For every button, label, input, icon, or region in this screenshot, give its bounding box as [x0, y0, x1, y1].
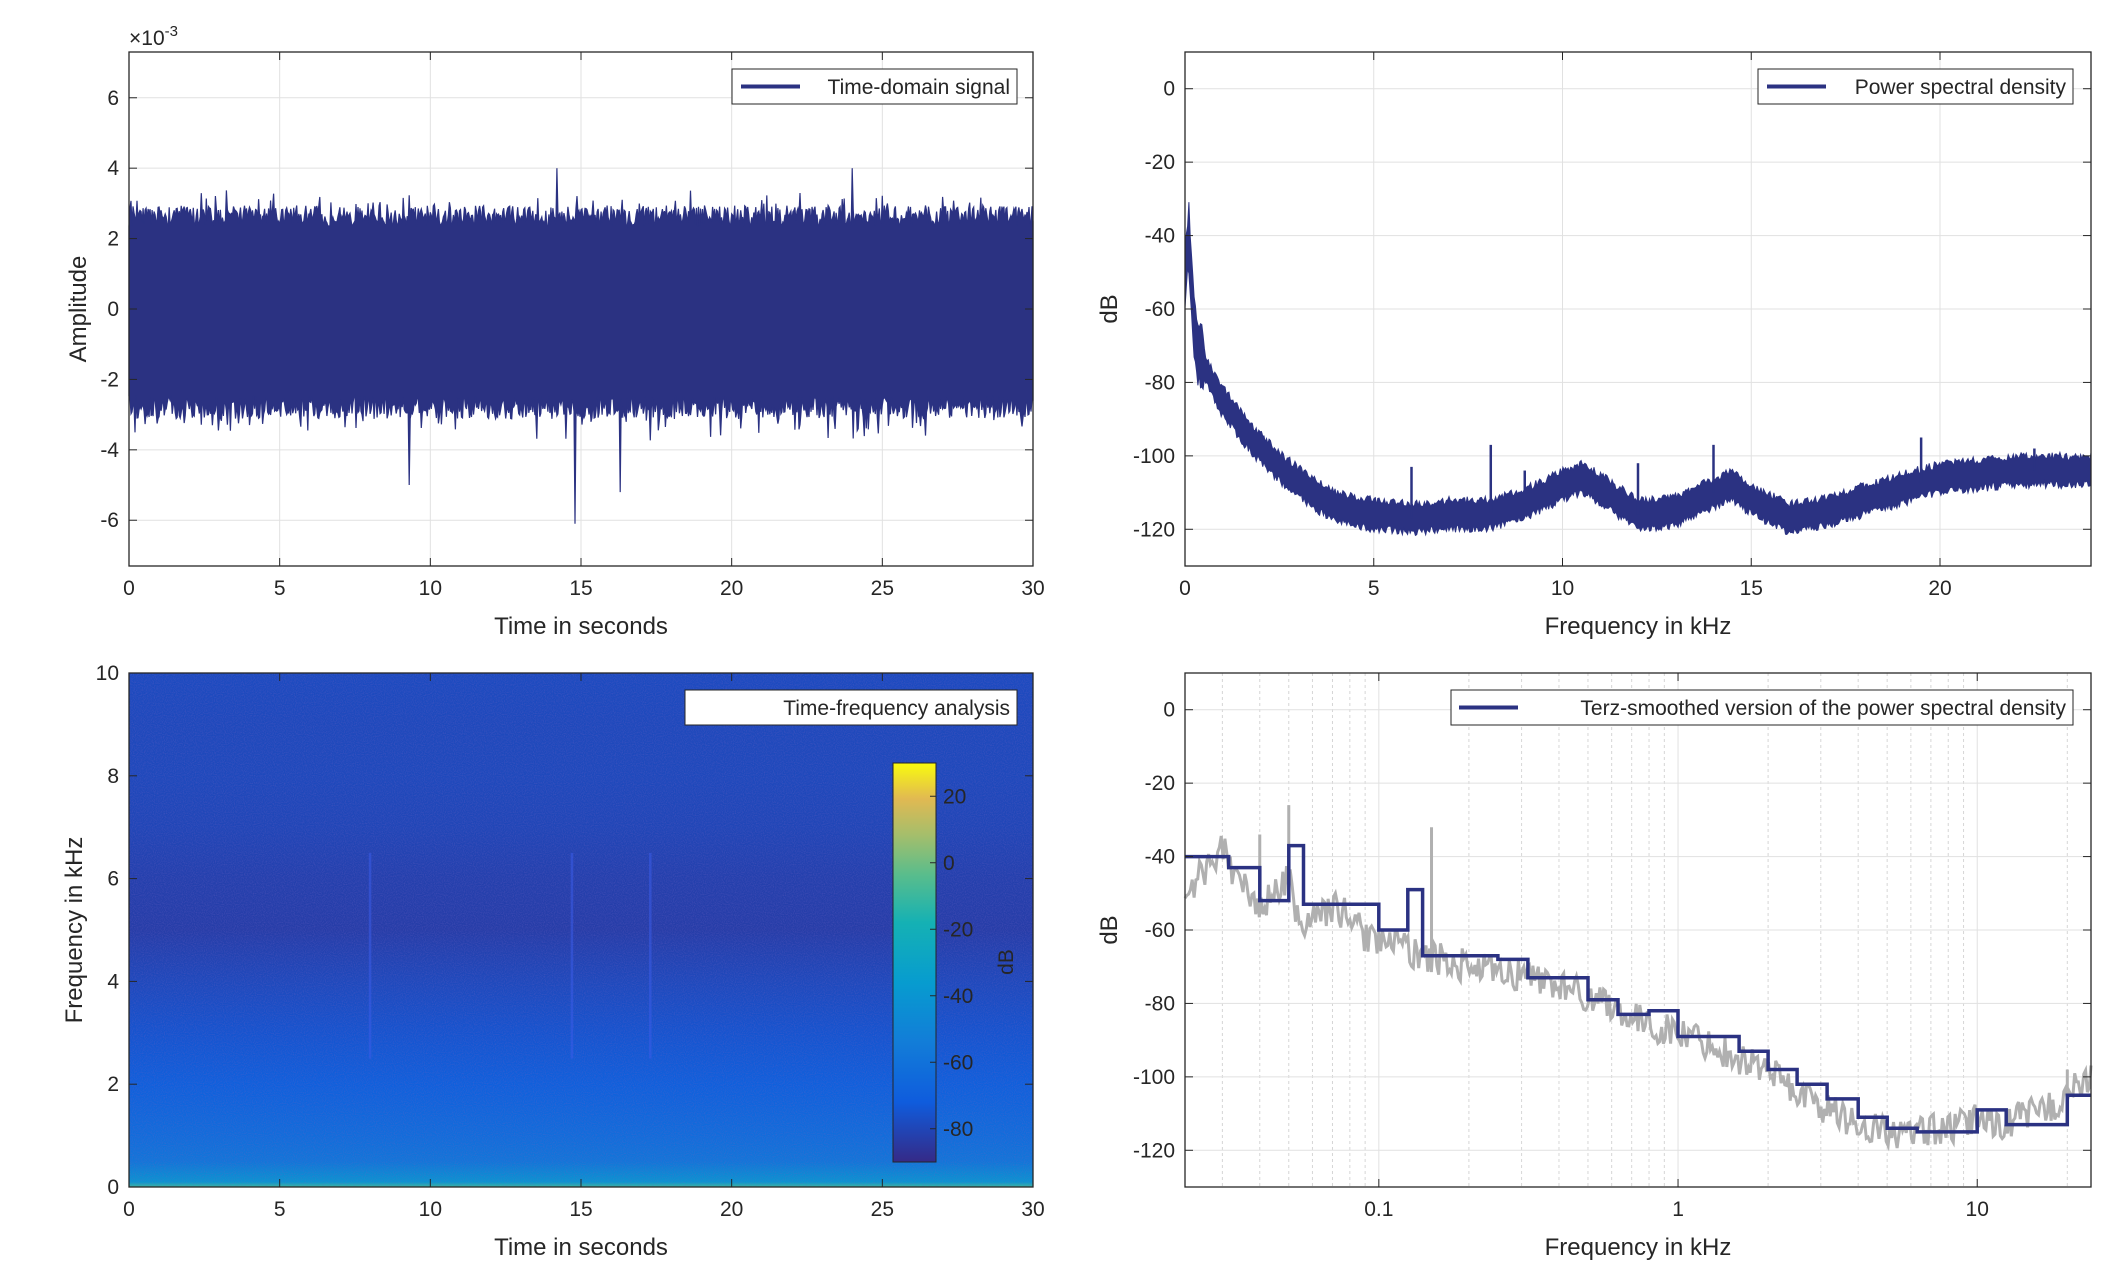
- x-tick-label: 20: [720, 1198, 743, 1221]
- x-tick-label: 1: [1672, 1198, 1684, 1221]
- panel-time-domain: 0 5 10 15 20 25 30 -6 -4 -2 0 2 4 6 ×10-3 Time in se…: [65, 23, 1045, 640]
- y-tick-label: 0: [1163, 78, 1175, 101]
- legend-label: Terz-smoothed version of the power spect…: [1580, 697, 2066, 720]
- legend: Time-frequency analysis: [684, 689, 1018, 726]
- spectrogram-events: [368, 852, 652, 1059]
- y-tick-label: 6: [107, 868, 119, 891]
- y-tick-label: -20: [1145, 772, 1175, 795]
- y-tick-label: -40: [1145, 846, 1175, 869]
- x-tick-label: 5: [274, 1198, 286, 1221]
- x-tick-label: 15: [569, 577, 592, 600]
- y-tick-label: -60: [1145, 298, 1175, 321]
- y-tick-label: 10: [96, 662, 119, 685]
- colorbar-tick-label: 0: [943, 852, 955, 875]
- y-tick-label: -2: [100, 368, 119, 391]
- x-tick-label: 15: [569, 1198, 592, 1221]
- x-tick-labels: 0 5 10 15 20: [1179, 52, 1952, 600]
- y-tick-label: 4: [107, 970, 119, 993]
- colorbar-tick-label: -60: [943, 1051, 973, 1074]
- x-tick-label: 10: [1966, 1198, 1989, 1221]
- y-tick-label: -20: [1145, 151, 1175, 174]
- x-tick-label: 0: [1179, 577, 1191, 600]
- x-tick-label: 30: [1021, 577, 1044, 600]
- y-tick-label: 4: [107, 157, 119, 180]
- spectrogram-noise: [129, 673, 1033, 1187]
- y-tick-label: -100: [1133, 445, 1175, 468]
- colorbar: 20 0 -20 -40 -60 -80 dB: [892, 762, 1018, 1163]
- x-tick-label: 20: [720, 577, 743, 600]
- y-tick-label: -120: [1133, 518, 1175, 541]
- y-axis-label: Frequency in kHz: [61, 837, 88, 1024]
- colorbar-tick-label: -40: [943, 985, 973, 1008]
- y-tick-label: 2: [107, 228, 119, 251]
- x-tick-label: 10: [419, 577, 442, 600]
- legend-label: Power spectral density: [1855, 76, 2067, 99]
- terz-smoothed-line: [1185, 843, 2091, 1134]
- x-tick-label: 0: [123, 1198, 135, 1221]
- y-tick-label: 6: [107, 87, 119, 110]
- x-axis-label: Frequency in kHz: [1545, 613, 1732, 640]
- x-tick-label: 0: [123, 577, 135, 600]
- x-axis-label: Frequency in kHz: [1545, 1234, 1732, 1261]
- y-tick-label: 8: [107, 765, 119, 788]
- colorbar-tick-label: -20: [943, 918, 973, 941]
- raw-psd-line: [1183, 835, 2093, 1152]
- y-tick-labels: 0 -20 -40 -60 -80 -100 -120: [1133, 78, 2091, 541]
- y-axis-label: dB: [1096, 915, 1123, 944]
- y-tick-label: -120: [1133, 1139, 1175, 1162]
- grid: [1185, 673, 2091, 1187]
- legend-label: Time-domain signal: [828, 76, 1010, 99]
- x-axis-label: Time in seconds: [494, 1234, 668, 1261]
- x-tick-label: 5: [1368, 577, 1380, 600]
- y-tick-label: -6: [100, 509, 119, 532]
- x-tick-labels: 0 5 10 15 20 25 30: [123, 52, 1045, 600]
- legend: Terz-smoothed version of the power spect…: [1450, 689, 2074, 726]
- y-tick-label: 0: [107, 1176, 119, 1199]
- y-tick-label: -40: [1145, 225, 1175, 248]
- y-tick-label: 0: [107, 298, 119, 321]
- y-tick-labels: -6 -4 -2 0 2 4 6: [100, 87, 1033, 532]
- legend-label: Time-frequency analysis: [783, 697, 1010, 720]
- y-tick-label: 0: [1163, 699, 1175, 722]
- y-exponent-label: ×10-3: [129, 23, 178, 50]
- legend: Power spectral density: [1757, 68, 2074, 105]
- colorbar-gradient: [892, 762, 937, 1163]
- x-axis-label: Time in seconds: [494, 613, 668, 640]
- panel-terz-smoothed-psd: 0.1 1 10 0 -20 -40 -60 -80 -100 -120 Frequency i…: [1096, 672, 2093, 1261]
- y-axis-label: dB: [1096, 294, 1123, 323]
- x-tick-labels: 0 5 10 15 20 25 30: [123, 673, 1045, 1221]
- y-axis-label: Amplitude: [65, 256, 92, 363]
- colorbar-ticks: 20 0 -20 -40 -60 -80: [930, 785, 973, 1141]
- panel-power-spectral-density: 0 5 10 15 20 0 -20 -40 -60 -80 -100 -120 Frequency…: [1096, 51, 2092, 640]
- panel-time-frequency-analysis: 0 5 10 15 20 25 30 0 2 4 6 8 10 Time in seconds Fre…: [61, 662, 1045, 1261]
- x-tick-labels: 0.1 1 10: [1364, 673, 1989, 1221]
- y-tick-label: -4: [100, 439, 119, 462]
- y-tick-labels: 0 -20 -40 -60 -80 -100 -120: [1133, 699, 2091, 1162]
- y-tick-label: -80: [1145, 992, 1175, 1015]
- y-tick-labels: 0 2 4 6 8 10: [96, 662, 1033, 1199]
- colorbar-tick-label: -80: [943, 1118, 973, 1141]
- x-tick-label: 30: [1021, 1198, 1044, 1221]
- y-tick-label: 2: [107, 1073, 119, 1096]
- x-tick-label: 5: [274, 577, 286, 600]
- x-tick-label: 15: [1740, 577, 1763, 600]
- y-tick-label: -100: [1133, 1066, 1175, 1089]
- y-tick-label: -60: [1145, 919, 1175, 942]
- x-tick-label: 10: [419, 1198, 442, 1221]
- x-tick-label: 25: [871, 1198, 894, 1221]
- raw-psd-spikes: [1258, 805, 2069, 1121]
- x-tick-label: 10: [1551, 577, 1574, 600]
- y-tick-label: -80: [1145, 371, 1175, 394]
- x-tick-label: 0.1: [1364, 1198, 1393, 1221]
- x-tick-label: 20: [1928, 577, 1951, 600]
- colorbar-label: dB: [995, 949, 1018, 975]
- psd-spikes: [1410, 437, 2036, 519]
- legend: Time-domain signal: [731, 68, 1018, 105]
- colorbar-tick-label: 20: [943, 785, 966, 808]
- x-tick-label: 25: [871, 577, 894, 600]
